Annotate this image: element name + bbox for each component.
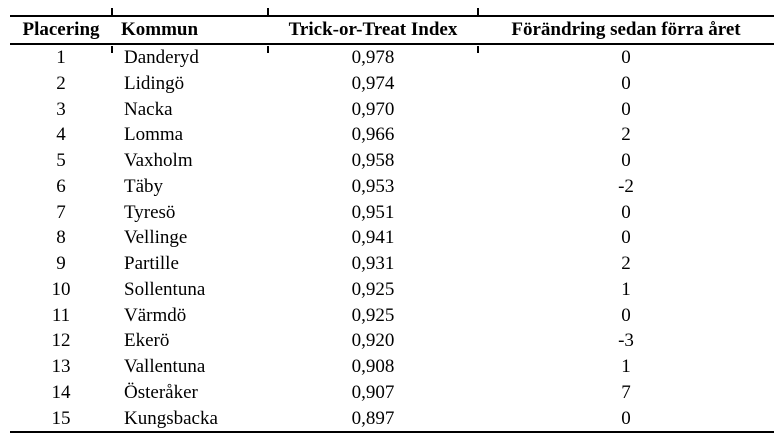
column-boundary-tick [477,46,479,53]
column-boundary-tick [267,8,269,16]
table-header-row: Placering Kommun Trick-or-Treat Index Fö… [10,15,774,45]
cell-forandring: -2 [618,175,634,197]
cell-forandring: 0 [621,201,631,223]
cell-placering: 6 [56,175,66,197]
cell-placering: 1 [56,47,66,68]
cell-kommun: Lidingö [124,72,185,94]
cell-forandring: 0 [621,98,631,120]
table-row: 15 Kungsbacka 0,897 0 [10,405,774,434]
column-boundary-tick [111,46,113,53]
cell-index: 0,970 [351,98,395,120]
cell-kommun: Kungsbacka [112,405,268,434]
cell-forandring: 0 [478,405,774,434]
cell-index: 0,925 [351,278,395,300]
cell-kommun: Danderyd [124,47,199,68]
cell-index: 0,953 [351,175,395,197]
cell-kommun: Lomma [124,124,184,146]
table-row: 14 Österåker 0,907 7 [10,380,774,406]
cell-kommun: Täby [124,175,164,197]
cell-kommun: Partille [124,253,179,274]
cell-index: 0,978 [351,47,395,68]
cell-placering: 2 [56,72,66,94]
col-header-kommun: Kommun [112,15,268,45]
cell-forandring: 7 [621,381,631,403]
table-row: 8 Vellinge 0,941 0 [10,225,774,251]
cell-forandring: 0 [621,47,631,68]
cell-placering: 8 [56,227,66,249]
cell-index: 0,907 [351,381,395,403]
cell-index: 0,966 [351,124,395,146]
trick-or-treat-ranking-table: Placering Kommun Trick-or-Treat Index Fö… [10,15,774,434]
table-row: 3 Nacka 0,970 0 [10,97,774,123]
col-header-placering: Placering [10,15,112,45]
cell-forandring: 2 [621,124,631,146]
table-row: 5 Vaxholm 0,958 0 [10,148,774,174]
cell-forandring: 0 [621,72,631,94]
col-header-trick-or-treat-index: Trick-or-Treat Index [268,15,478,45]
cell-index: 0,908 [351,356,395,377]
cell-index: 0,897 [268,405,478,434]
cell-kommun: Värmdö [124,304,187,326]
table-row: 13 Vallentuna 0,908 1 [10,354,774,380]
table-row: 2 Lidingö 0,974 0 [10,71,774,97]
cell-kommun: Nacka [124,98,173,120]
cell-kommun: Vellinge [124,227,188,249]
table-row: 11 Värmdö 0,925 0 [10,303,774,329]
cell-index: 0,941 [351,227,395,249]
table-row: 1 Danderyd 0,978 0 [10,44,774,71]
cell-placering: 11 [51,304,71,326]
table-row: 4 Lomma 0,966 2 [10,122,774,148]
cell-placering: 14 [51,381,71,403]
cell-placering: 12 [51,330,71,352]
table-row: 12 Ekerö 0,920 -3 [10,328,774,354]
cell-forandring: 0 [621,150,631,171]
cell-index: 0,951 [351,201,395,223]
cell-kommun: Vallentuna [124,356,206,377]
cell-forandring: 0 [621,227,631,249]
cell-placering: 9 [56,253,66,274]
table-row: 9 Partille 0,931 2 [10,251,774,277]
cell-placering: 7 [56,201,66,223]
table-body: 1 Danderyd 0,978 0 2 Lidingö 0,974 0 3 Nacka 0,970… [10,44,774,434]
cell-index: 0,920 [351,330,395,352]
cell-index: 0,974 [351,72,395,94]
cell-kommun: Tyresö [124,201,176,223]
cell-kommun: Sollentuna [124,278,206,300]
cell-forandring: 0 [621,304,631,326]
table-row: 6 Täby 0,953 -2 [10,174,774,200]
table-row: 7 Tyresö 0,951 0 [10,200,774,226]
cell-index: 0,958 [351,150,395,171]
cell-forandring: 1 [621,278,631,300]
cell-kommun: Ekerö [124,330,170,352]
column-boundary-tick [477,8,479,16]
cell-forandring: 2 [621,253,631,274]
cell-forandring: 1 [621,356,631,377]
cell-placering: 15 [10,405,112,434]
col-header-forandring: Förändring sedan förra året [478,15,774,45]
cell-kommun: Vaxholm [124,150,193,171]
column-boundary-tick [267,46,269,53]
cell-placering: 10 [51,278,71,300]
cell-forandring: -3 [618,330,634,352]
cell-kommun: Österåker [124,381,198,403]
cell-index: 0,925 [351,304,395,326]
column-boundary-tick [111,8,113,16]
cell-placering: 3 [56,98,66,120]
cell-index: 0,931 [351,253,395,274]
cell-placering: 4 [56,124,66,146]
cell-placering: 13 [51,356,71,377]
cell-placering: 5 [56,150,66,171]
table-row: 10 Sollentuna 0,925 1 [10,277,774,303]
